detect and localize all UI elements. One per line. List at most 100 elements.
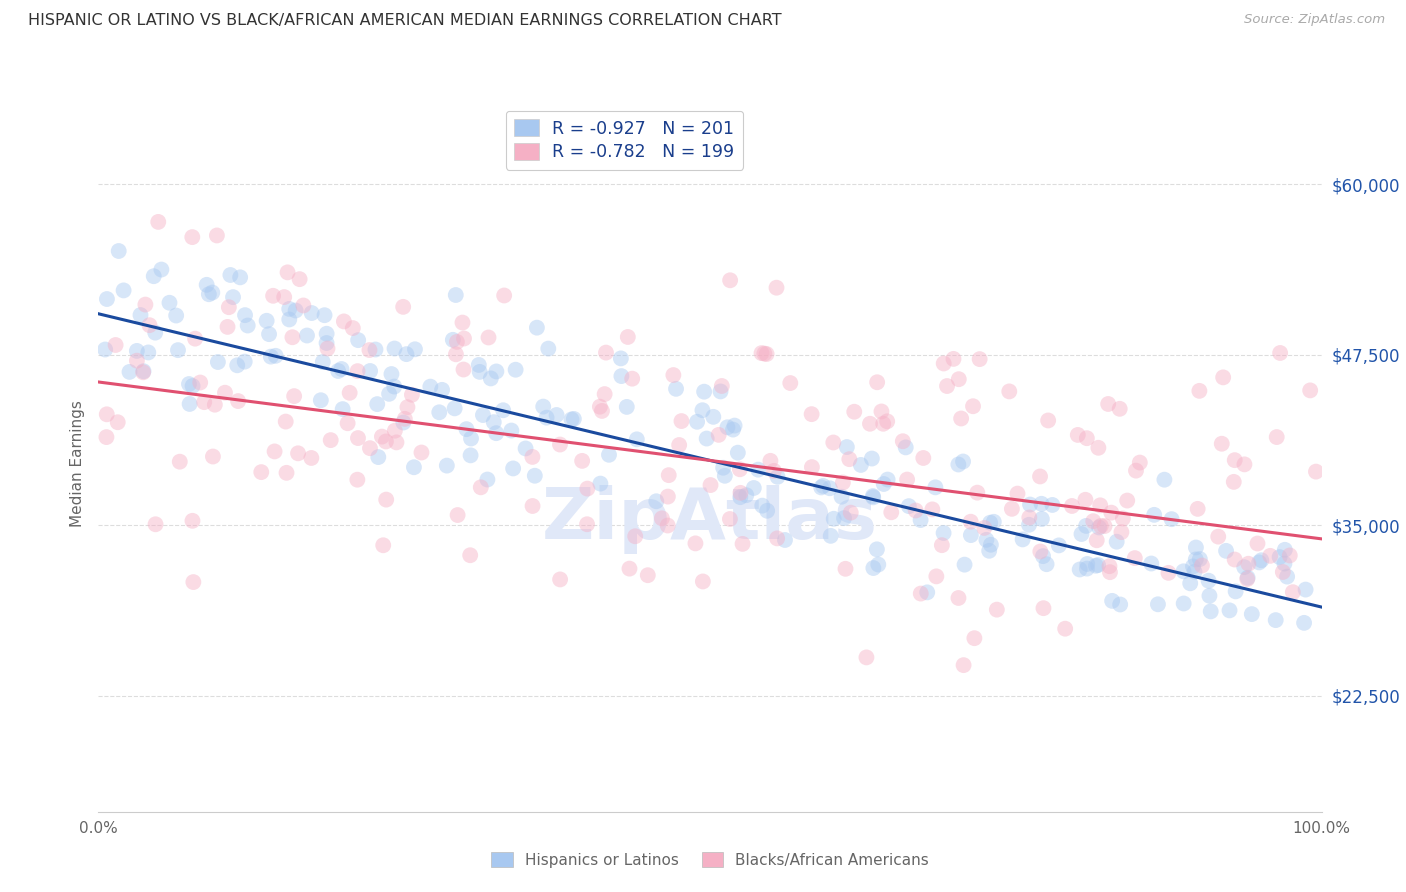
- Point: [183, 575, 205, 590]
- Point: [823, 512, 845, 526]
- Point: [665, 382, 688, 396]
- Point: [392, 416, 415, 430]
- Point: [1181, 559, 1204, 574]
- Point: [762, 464, 785, 478]
- Point: [453, 362, 475, 376]
- Point: [301, 306, 323, 320]
- Point: [610, 369, 633, 384]
- Point: [950, 411, 973, 425]
- Point: [523, 468, 546, 483]
- Point: [336, 416, 359, 430]
- Point: [1188, 552, 1211, 566]
- Point: [1274, 542, 1296, 557]
- Point: [873, 477, 896, 491]
- Point: [1087, 441, 1109, 455]
- Point: [548, 437, 571, 451]
- Point: [278, 301, 301, 316]
- Point: [359, 364, 381, 378]
- Point: [233, 354, 256, 368]
- Point: [373, 538, 395, 552]
- Point: [779, 376, 801, 390]
- Point: [983, 515, 1005, 529]
- Point: [1076, 557, 1098, 571]
- Point: [1233, 458, 1256, 472]
- Point: [820, 529, 842, 543]
- Point: [868, 558, 890, 572]
- Point: [181, 514, 204, 528]
- Point: [800, 460, 823, 475]
- Point: [277, 265, 299, 279]
- Point: [1223, 552, 1246, 566]
- Point: [880, 505, 903, 519]
- Point: [328, 364, 350, 378]
- Point: [910, 513, 932, 527]
- Point: [1215, 544, 1237, 558]
- Point: [1032, 549, 1054, 563]
- Point: [125, 343, 148, 358]
- Point: [468, 365, 491, 379]
- Point: [1036, 413, 1059, 427]
- Point: [184, 332, 207, 346]
- Point: [1090, 519, 1112, 533]
- Point: [319, 433, 342, 447]
- Point: [721, 423, 744, 437]
- Point: [870, 404, 893, 418]
- Point: [260, 350, 283, 364]
- Point: [347, 333, 370, 347]
- Point: [359, 441, 381, 455]
- Point: [730, 486, 752, 500]
- Point: [735, 488, 758, 502]
- Point: [263, 444, 285, 458]
- Point: [617, 330, 640, 344]
- Point: [380, 367, 402, 381]
- Point: [1223, 475, 1246, 489]
- Point: [897, 499, 920, 513]
- Point: [444, 288, 467, 302]
- Point: [288, 272, 311, 286]
- Point: [1199, 604, 1222, 618]
- Point: [396, 400, 419, 414]
- Point: [479, 371, 502, 385]
- Point: [657, 518, 679, 533]
- Point: [181, 379, 204, 393]
- Point: [1188, 384, 1211, 398]
- Point: [598, 448, 620, 462]
- Point: [198, 287, 221, 301]
- Point: [765, 281, 787, 295]
- Point: [468, 358, 491, 372]
- Point: [685, 536, 707, 550]
- Point: [1246, 536, 1268, 550]
- Point: [723, 418, 745, 433]
- Point: [811, 479, 834, 493]
- Point: [195, 277, 218, 292]
- Point: [942, 351, 965, 366]
- Point: [436, 458, 458, 473]
- Point: [1084, 558, 1107, 573]
- Point: [364, 343, 387, 357]
- Point: [315, 336, 337, 351]
- Point: [766, 532, 789, 546]
- Point: [1108, 401, 1130, 416]
- Point: [696, 432, 718, 446]
- Point: [948, 372, 970, 386]
- Point: [96, 430, 118, 444]
- Point: [150, 262, 173, 277]
- Point: [1265, 430, 1288, 444]
- Point: [1090, 499, 1112, 513]
- Point: [1129, 456, 1152, 470]
- Point: [427, 405, 450, 419]
- Point: [292, 298, 315, 312]
- Point: [986, 602, 1008, 616]
- Point: [1237, 557, 1260, 571]
- Point: [167, 343, 190, 358]
- Point: [458, 548, 481, 562]
- Point: [536, 410, 558, 425]
- Point: [419, 379, 441, 393]
- Point: [262, 289, 284, 303]
- Point: [1109, 598, 1132, 612]
- Point: [1282, 585, 1305, 599]
- Point: [1001, 501, 1024, 516]
- Point: [136, 345, 159, 359]
- Point: [537, 342, 560, 356]
- Point: [894, 441, 917, 455]
